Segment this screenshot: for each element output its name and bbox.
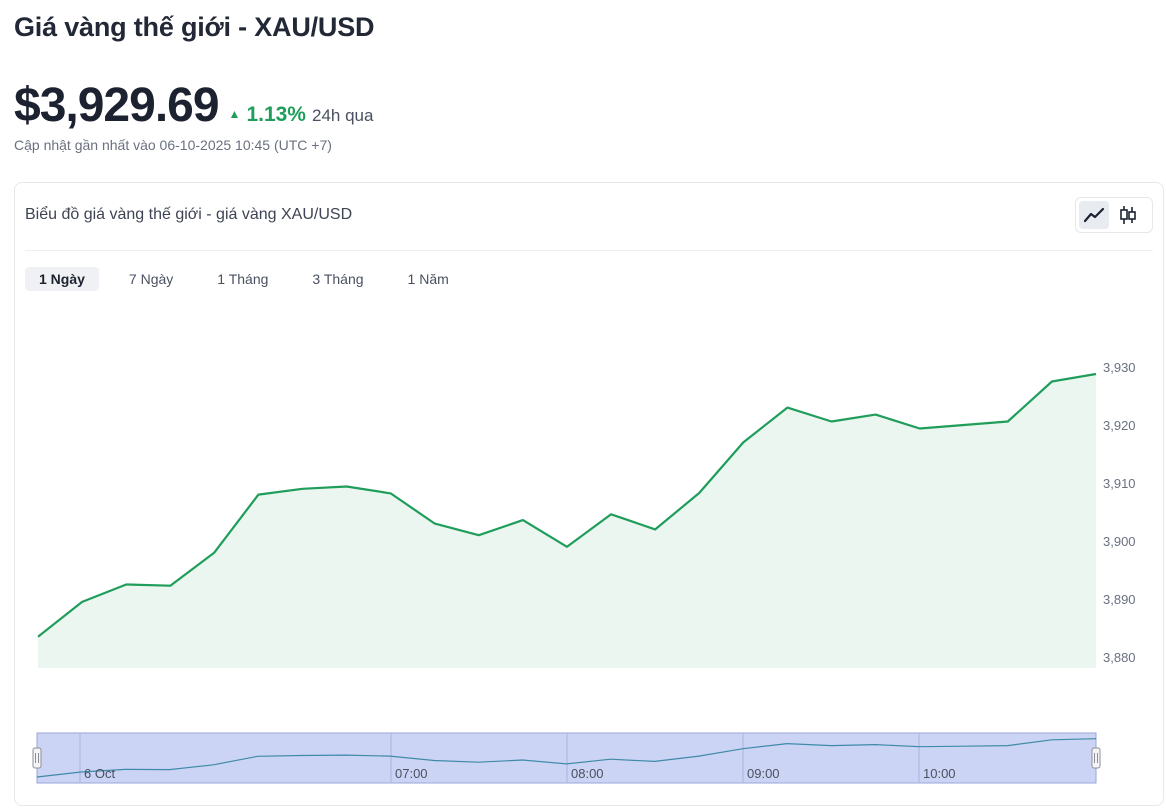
range-tabs: 1 Ngày 7 Ngày 1 Tháng 3 Tháng 1 Năm: [25, 267, 479, 291]
price-row: $3,929.69 ▲ 1.13% 24h qua: [14, 78, 373, 133]
navigator-handle-left[interactable]: [32, 747, 42, 769]
navigator-time-label: 07:00: [395, 766, 428, 781]
y-tick-label: 3,900: [1103, 534, 1136, 549]
page-title: Giá vàng thế giới - XAU/USD: [14, 12, 375, 42]
main-plot: [37, 372, 1097, 668]
y-tick-label: 3,890: [1103, 592, 1136, 607]
navigator-handle-right[interactable]: [1091, 747, 1101, 769]
price-line: [37, 372, 1097, 638]
tab-1-year[interactable]: 1 Năm: [407, 271, 449, 287]
change-percent: 1.13%: [246, 103, 306, 126]
arrow-up-icon: ▲: [228, 107, 241, 121]
line-chart-button[interactable]: [1079, 201, 1109, 229]
candlestick-button[interactable]: [1113, 201, 1143, 229]
current-price: $3,929.69: [14, 79, 220, 132]
chart-title: Biểu đồ giá vàng thế giới - giá vàng XAU…: [25, 206, 353, 223]
y-tick-label: 3,920: [1103, 418, 1136, 433]
y-tick-label: 3,880: [1103, 650, 1136, 665]
navigator[interactable]: 6 Oct 07:00 08:00 09:00 10:00: [32, 732, 1101, 784]
card-divider: [25, 250, 1153, 251]
navigator-time-label: 6 Oct: [84, 766, 115, 781]
chart-type-toggle: [1075, 197, 1153, 233]
tab-1-month[interactable]: 1 Tháng: [217, 271, 269, 287]
navigator-time-label: 10:00: [923, 766, 956, 781]
tab-3-months[interactable]: 3 Tháng: [312, 271, 364, 287]
candlestick-icon: [1120, 206, 1136, 224]
area-fill: [38, 374, 1096, 668]
navigator-time-label: 09:00: [747, 766, 780, 781]
y-tick-label: 3,910: [1103, 476, 1136, 491]
last-updated: Cập nhật gần nhất vào 06-10-2025 10:45 (…: [14, 137, 332, 153]
navigator-series: [36, 738, 1097, 778]
change-period: 24h qua: [311, 106, 374, 125]
y-tick-label: 3,930: [1103, 360, 1136, 375]
navigator-time-label: 08:00: [571, 766, 604, 781]
y-axis: 3,880 3,890 3,900 3,910 3,920 3,930: [1103, 360, 1136, 665]
line-chart-icon: [1083, 207, 1105, 223]
tab-7-days[interactable]: 7 Ngày: [128, 271, 174, 287]
tab-1-day[interactable]: 1 Ngày: [25, 267, 99, 291]
price-change: ▲ 1.13%: [229, 103, 306, 127]
